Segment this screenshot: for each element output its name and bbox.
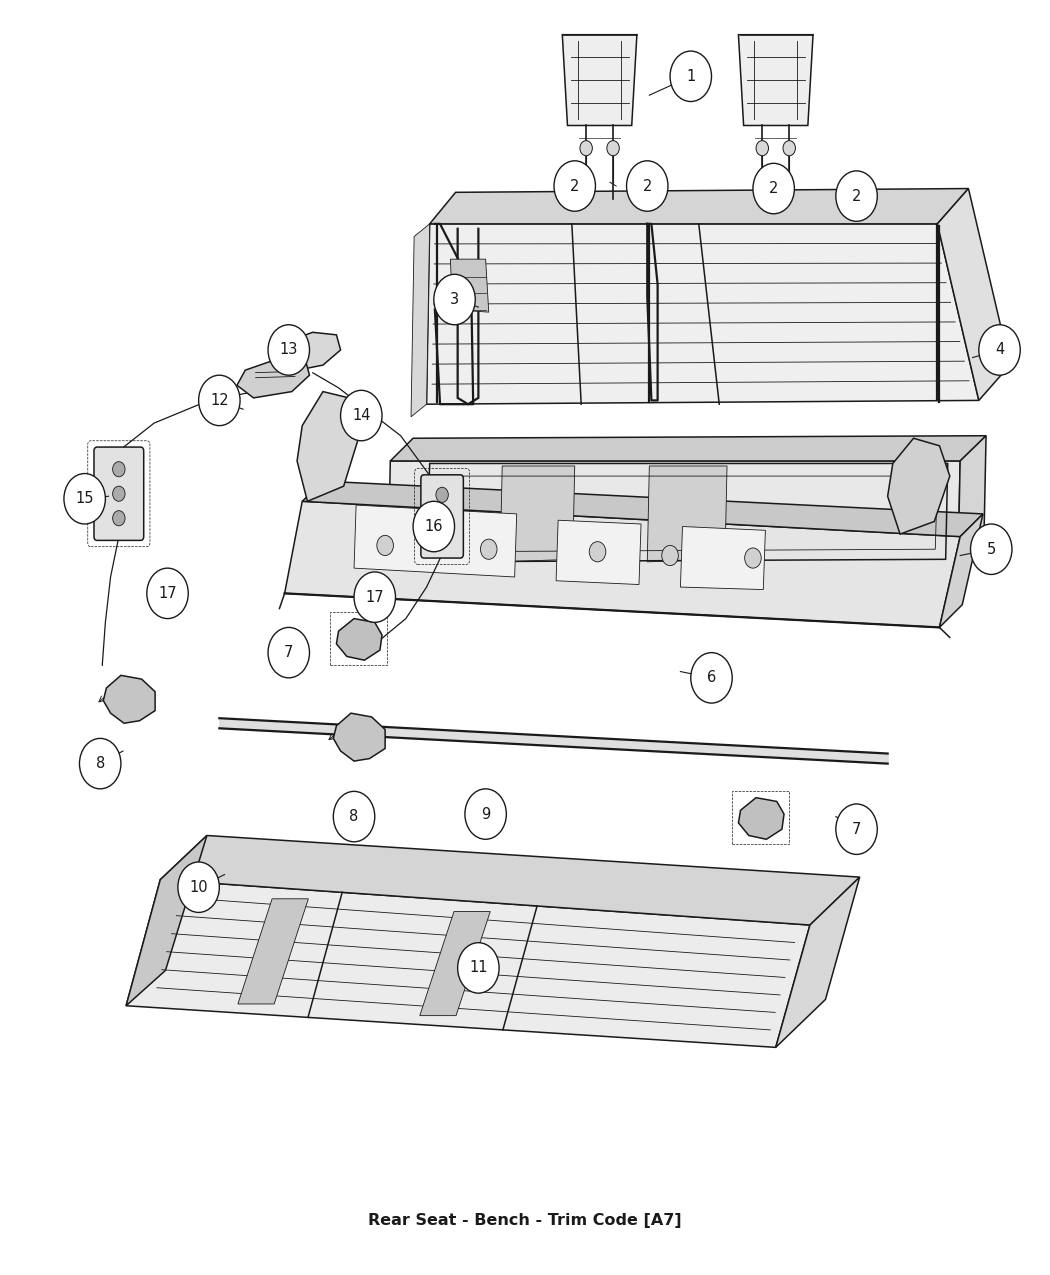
Circle shape [580, 140, 592, 156]
Circle shape [670, 51, 712, 102]
Polygon shape [450, 259, 488, 312]
Polygon shape [411, 224, 429, 417]
Circle shape [340, 390, 382, 441]
Circle shape [970, 524, 1012, 575]
Polygon shape [391, 436, 986, 462]
Circle shape [465, 789, 506, 839]
Polygon shape [271, 333, 340, 372]
Polygon shape [333, 713, 385, 761]
Circle shape [607, 140, 620, 156]
Circle shape [662, 546, 678, 566]
Text: 7: 7 [852, 821, 861, 836]
Text: 6: 6 [707, 671, 716, 686]
Text: Rear Seat - Bench - Trim Code [A7]: Rear Seat - Bench - Trim Code [A7] [369, 1213, 681, 1228]
Text: 11: 11 [469, 960, 487, 975]
Text: 17: 17 [365, 589, 384, 604]
Polygon shape [237, 357, 310, 398]
Polygon shape [958, 436, 986, 562]
Text: 8: 8 [350, 810, 359, 824]
Circle shape [436, 509, 448, 524]
Text: 2: 2 [570, 179, 580, 194]
Circle shape [268, 325, 310, 375]
Polygon shape [738, 34, 813, 125]
Circle shape [589, 542, 606, 562]
Text: 3: 3 [450, 292, 459, 307]
Text: 15: 15 [76, 491, 93, 506]
Circle shape [436, 487, 448, 502]
Text: 14: 14 [352, 408, 371, 423]
Text: 9: 9 [481, 807, 490, 821]
Circle shape [481, 539, 497, 560]
Circle shape [458, 942, 499, 993]
Polygon shape [940, 514, 983, 627]
Text: 10: 10 [189, 880, 208, 895]
Circle shape [756, 140, 769, 156]
Polygon shape [126, 880, 810, 1047]
Polygon shape [776, 877, 860, 1047]
Polygon shape [238, 899, 309, 1003]
Circle shape [753, 163, 795, 214]
Polygon shape [738, 798, 784, 839]
Polygon shape [500, 465, 574, 562]
Circle shape [112, 511, 125, 525]
Circle shape [436, 530, 448, 546]
Polygon shape [297, 391, 359, 501]
Text: 2: 2 [643, 179, 652, 194]
Polygon shape [429, 189, 968, 224]
Circle shape [691, 653, 732, 703]
Polygon shape [388, 462, 960, 565]
Circle shape [147, 569, 188, 618]
Polygon shape [647, 465, 727, 562]
Circle shape [177, 862, 219, 913]
Polygon shape [938, 189, 1010, 400]
Polygon shape [426, 224, 979, 404]
Circle shape [744, 548, 761, 569]
Polygon shape [285, 501, 960, 627]
Polygon shape [161, 835, 860, 926]
Text: 8: 8 [96, 756, 105, 771]
Text: 4: 4 [995, 343, 1004, 357]
Polygon shape [680, 527, 765, 589]
Text: 17: 17 [159, 585, 176, 601]
Text: 1: 1 [686, 69, 695, 84]
Circle shape [979, 325, 1021, 375]
Polygon shape [563, 34, 637, 125]
Polygon shape [420, 912, 490, 1016]
FancyBboxPatch shape [421, 474, 463, 558]
Text: 2: 2 [852, 189, 861, 204]
Polygon shape [887, 439, 950, 534]
Circle shape [333, 792, 375, 842]
Text: 13: 13 [279, 343, 298, 357]
Text: 16: 16 [424, 519, 443, 534]
Circle shape [112, 486, 125, 501]
Circle shape [554, 161, 595, 212]
Polygon shape [126, 835, 207, 1006]
FancyBboxPatch shape [94, 448, 144, 541]
Polygon shape [302, 481, 983, 537]
Circle shape [434, 274, 476, 325]
Circle shape [836, 171, 878, 222]
Polygon shape [556, 520, 642, 584]
Polygon shape [354, 505, 517, 578]
Polygon shape [336, 618, 382, 660]
Circle shape [783, 140, 796, 156]
Circle shape [268, 627, 310, 678]
Text: 5: 5 [987, 542, 995, 557]
Circle shape [354, 572, 396, 622]
Text: 12: 12 [210, 393, 229, 408]
Circle shape [377, 536, 394, 556]
Circle shape [64, 473, 105, 524]
Circle shape [198, 375, 240, 426]
Text: 7: 7 [285, 645, 293, 660]
Circle shape [112, 462, 125, 477]
Text: 2: 2 [769, 181, 778, 196]
Circle shape [836, 805, 878, 854]
Circle shape [627, 161, 668, 212]
Circle shape [80, 738, 121, 789]
Polygon shape [103, 676, 155, 723]
Circle shape [413, 501, 455, 552]
